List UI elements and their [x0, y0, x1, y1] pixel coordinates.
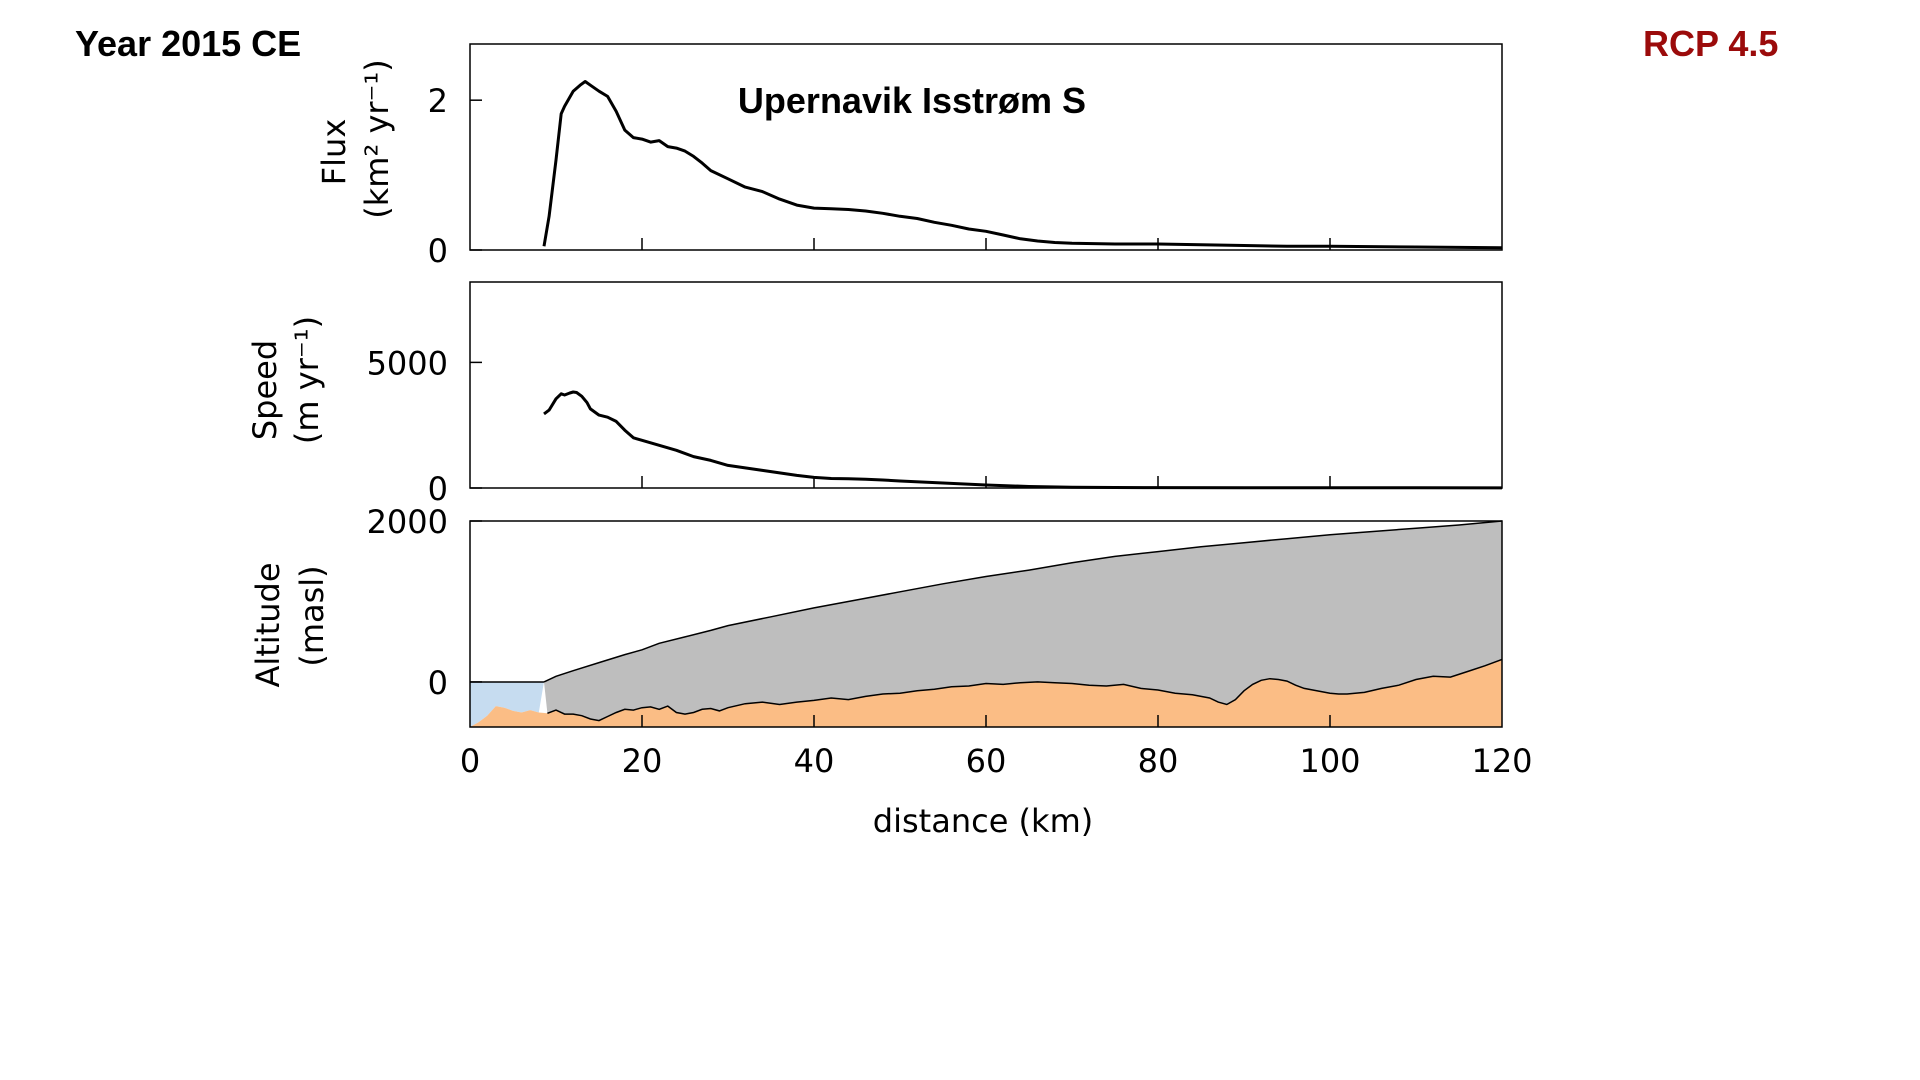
- altitude-panel: 0 2000 Altitude (masl): [249, 503, 1503, 728]
- altitude-ytick-label: 2000: [367, 503, 448, 541]
- xtick-label: 0: [460, 742, 480, 780]
- flux-frame: [469, 43, 1503, 251]
- surface-line: [543, 520, 1503, 683]
- x-axis-label: distance (km): [873, 802, 1093, 840]
- speed-ytick-label: 5000: [367, 344, 448, 382]
- altitude-ytick-label: 0: [428, 664, 448, 702]
- glacier-title: Upernavik Isstrøm S: [738, 80, 1086, 121]
- ice-area: [544, 521, 1502, 721]
- speed-frame: [469, 281, 1503, 489]
- xtick-label: 100: [1299, 742, 1360, 780]
- xtick-label: 20: [622, 742, 663, 780]
- flux-ylabel-line1: Flux: [315, 119, 353, 186]
- speed-ylabel-line1: Speed: [246, 340, 284, 440]
- scenario-label: RCP 4.5: [1643, 23, 1779, 64]
- speed-ytick-label: 0: [428, 470, 448, 508]
- altitude-ylabel-line2: (masl): [293, 565, 331, 666]
- flux-panel: 0 2 Upernavik Isstrøm S Flux (km² yr⁻¹): [315, 43, 1503, 270]
- flux-ylabel-line2: (km² yr⁻¹): [358, 59, 396, 218]
- flux-ytick-label: 2: [428, 82, 448, 120]
- bed-line: [547, 658, 1503, 722]
- year-label: Year 2015 CE: [75, 23, 302, 64]
- xtick-label: 60: [966, 742, 1007, 780]
- flux-ytick-label: 0: [428, 232, 448, 270]
- bedrock-area: [470, 659, 1502, 727]
- ocean-area: [470, 681, 544, 727]
- flux-line: [542, 80, 1503, 250]
- xtick-label: 120: [1471, 742, 1532, 780]
- speed-line: [543, 390, 1503, 490]
- speed-ylabel-line2: (m yr⁻¹): [288, 316, 326, 444]
- xtick-label: 40: [794, 742, 835, 780]
- speed-panel: 0 5000 Speed (m yr⁻¹): [246, 281, 1503, 508]
- altitude-ylabel-line1: Altitude: [249, 562, 287, 687]
- xtick-label: 80: [1138, 742, 1179, 780]
- x-axis-ticks: 0 20 40 60 80 100 120: [460, 742, 1533, 780]
